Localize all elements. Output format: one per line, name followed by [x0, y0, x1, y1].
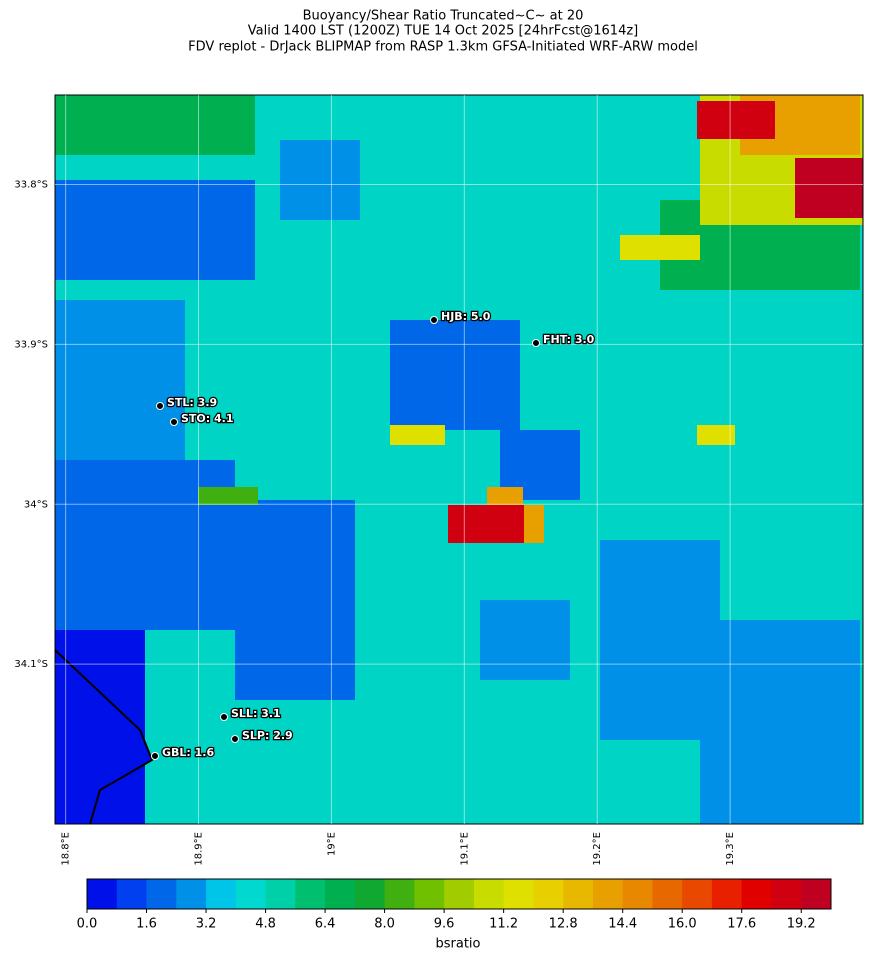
colorbar-swatch: [652, 879, 683, 909]
colorbar-label: bsratio: [436, 937, 481, 952]
x-tick-label: 19.2°E: [592, 832, 603, 866]
colorbar-tick-label: 3.2: [196, 917, 217, 932]
station-marker: [220, 713, 228, 721]
colorbar-swatch: [533, 879, 564, 909]
colorbar-swatch: [176, 879, 207, 909]
colorbar-tick-label: 6.4: [315, 917, 336, 932]
station-label: GBL: 1.6: [162, 746, 214, 759]
title-line: FDV replot - DrJack BLIPMAP from RASP 1.…: [188, 40, 698, 55]
y-tick-label: 34°S: [24, 499, 48, 510]
station-marker: [231, 735, 239, 743]
colorbar-tick-label: 4.8: [255, 917, 276, 932]
colorbar-swatch: [741, 879, 772, 909]
colorbar-tick-label: 19.2: [787, 917, 816, 932]
colorbar-swatch: [414, 879, 445, 909]
colorbar-swatch: [325, 879, 356, 909]
colorbar-swatch: [682, 879, 713, 909]
x-tick-label: 18.8°E: [61, 832, 72, 866]
colorbar-swatch: [295, 879, 326, 909]
station-label: STO: 4.1: [181, 412, 234, 425]
x-tick-label: 19.1°E: [459, 832, 470, 866]
colorbar-tick-label: 12.8: [549, 917, 578, 932]
colorbar-frame: [86, 878, 832, 910]
colorbar-tick-label: 16.0: [668, 917, 697, 932]
colorbar-tick-label: 11.2: [489, 917, 518, 932]
station-label: SLP: 2.9: [242, 729, 293, 742]
station-marker: [430, 316, 438, 324]
y-tick-label: 34.1°S: [14, 659, 48, 670]
colorbar-tick-label: 1.6: [136, 917, 157, 932]
colorbar-swatch: [711, 879, 743, 909]
colorbar-tick-label: 14.4: [608, 917, 637, 932]
station-marker: [156, 402, 164, 410]
x-tick-label: 18.9°E: [194, 832, 205, 866]
station-label: SLL: 3.1: [231, 707, 281, 720]
colorbar-swatch: [801, 879, 832, 909]
y-tick-label: 33.9°S: [14, 339, 48, 350]
x-tick-label: 19.3°E: [725, 832, 736, 866]
station-label: HJB: 5.0: [441, 310, 491, 323]
title-line: Valid 1400 LST (1200Z) TUE 14 Oct 2025 […: [248, 24, 638, 39]
colorbar-swatch: [354, 879, 386, 909]
colorbar-tick-label: 9.6: [434, 917, 455, 932]
colorbar-swatch: [444, 879, 475, 909]
colorbar-swatch: [592, 879, 624, 909]
colorbar-swatch: [206, 879, 237, 909]
colorbar-tick-label: 0.0: [77, 917, 98, 932]
station-marker: [151, 752, 159, 760]
title-line: Buoyancy/Shear Ratio Truncated~C~ at 20: [303, 9, 584, 24]
station-marker: [532, 339, 540, 347]
colorbar-swatch: [503, 879, 534, 909]
colorbar-tick-label: 17.6: [727, 917, 756, 932]
colorbar-swatch: [384, 879, 415, 909]
colorbar-swatch: [265, 879, 296, 909]
station-label: STL: 3.9: [167, 396, 217, 409]
colorbar-swatch: [87, 879, 118, 909]
station-label: FHT: 3.0: [543, 333, 595, 346]
station-marker: [170, 418, 178, 426]
colorbar-swatch: [771, 879, 802, 909]
colorbar-swatch: [146, 879, 177, 909]
colorbar-swatch: [563, 879, 594, 909]
colorbar-swatch: [473, 879, 505, 909]
map-field: [54, 94, 864, 825]
colorbar-tick-label: 8.0: [374, 917, 395, 932]
colorbar-swatch: [116, 879, 148, 909]
colorbar-swatch: [235, 879, 267, 909]
x-tick-label: 19°E: [326, 832, 337, 856]
y-tick-label: 33.8°S: [14, 180, 48, 191]
colorbar-swatch: [622, 879, 653, 909]
